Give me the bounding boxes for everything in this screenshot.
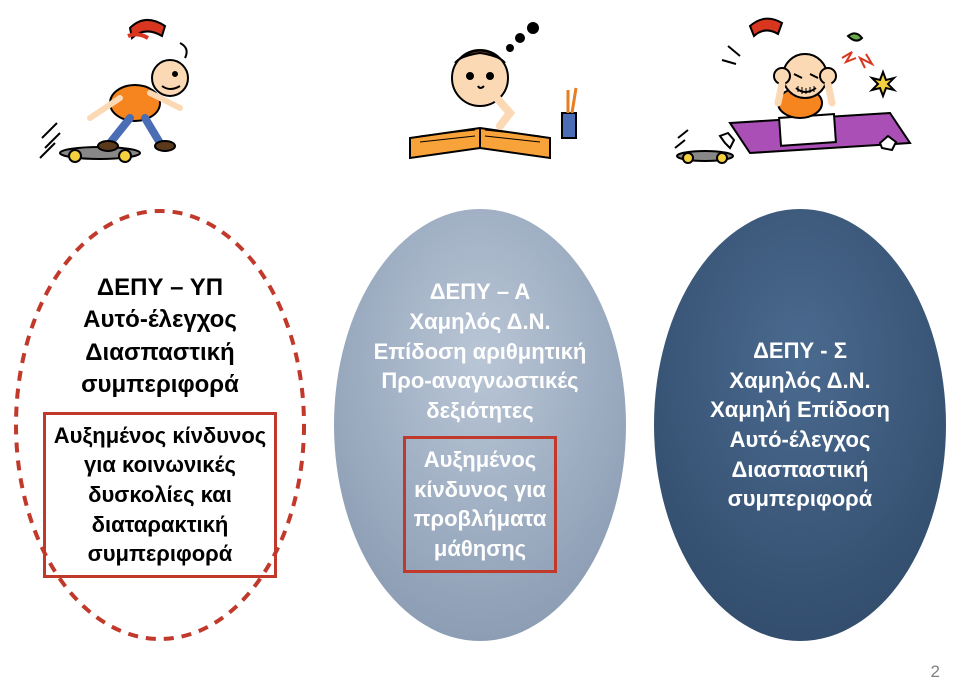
middle-title-line: Προ-αναγνωστικές xyxy=(374,366,587,396)
left-title: ΔΕΠΥ – ΥΠΑυτό-έλεγχοςΔιασπαστικήσυμπεριφ… xyxy=(81,272,239,402)
cartoon-frustrated xyxy=(670,8,930,168)
ellipse-middle: ΔΕΠΥ – ΑΧαμηλός Δ.Ν.Επίδοση αριθμητικήΠρ… xyxy=(330,205,630,645)
right-title-line: συμπεριφορά xyxy=(710,484,890,514)
middle-risk-line: κίνδυνος για xyxy=(414,475,547,505)
cartoon-row xyxy=(0,0,960,175)
right-title-line: ΔΕΠΥ - Σ xyxy=(710,336,890,366)
left-risk-box: Αυξημένος κίνδυνοςγια κοινωνικέςδυσκολίε… xyxy=(43,412,277,578)
ellipses-row: ΔΕΠΥ – ΥΠΑυτό-έλεγχοςΔιασπαστικήσυμπεριφ… xyxy=(0,190,960,660)
left-risk-line: συμπεριφορά xyxy=(54,539,266,569)
cartoon-reader xyxy=(350,8,610,168)
middle-risk-line: προβλήματα xyxy=(414,504,547,534)
middle-title-line: ΔΕΠΥ – Α xyxy=(374,277,587,307)
middle-risk-line: Αυξημένος xyxy=(414,445,547,475)
middle-title-line: Επίδοση αριθμητική xyxy=(374,337,587,367)
right-title-line: Χαμηλή Επίδοση xyxy=(710,395,890,425)
page-number: 2 xyxy=(931,662,940,682)
middle-title: ΔΕΠΥ – ΑΧαμηλός Δ.Ν.Επίδοση αριθμητικήΠρ… xyxy=(374,277,587,425)
left-title-line: συμπεριφορά xyxy=(81,369,239,401)
left-title-line: ΔΕΠΥ – ΥΠ xyxy=(81,272,239,304)
right-title-line: Χαμηλός Δ.Ν. xyxy=(710,366,890,396)
cartoon-skateboard xyxy=(30,8,290,168)
middle-title-line: δεξιότητες xyxy=(374,396,587,426)
left-risk-line: για κοινωνικές xyxy=(54,450,266,480)
middle-risk-box: Αυξημένοςκίνδυνος γιαπροβλήματαμάθησης xyxy=(403,436,558,573)
middle-title-line: Χαμηλός Δ.Ν. xyxy=(374,307,587,337)
left-risk-line: διαταρακτική xyxy=(54,510,266,540)
right-title: ΔΕΠΥ - ΣΧαμηλός Δ.Ν.Χαμηλή ΕπίδοσηΑυτό-έ… xyxy=(710,336,890,514)
ellipse-right: ΔΕΠΥ - ΣΧαμηλός Δ.Ν.Χαμηλή ΕπίδοσηΑυτό-έ… xyxy=(650,205,950,645)
ellipse-left: ΔΕΠΥ – ΥΠΑυτό-έλεγχοςΔιασπαστικήσυμπεριφ… xyxy=(10,205,310,645)
left-title-line: Αυτό-έλεγχος xyxy=(81,304,239,336)
left-risk-line: δυσκολίες και xyxy=(54,480,266,510)
right-title-line: Διασπαστική xyxy=(710,455,890,485)
left-risk-line: Αυξημένος κίνδυνος xyxy=(54,421,266,451)
middle-risk-line: μάθησης xyxy=(414,534,547,564)
left-title-line: Διασπαστική xyxy=(81,337,239,369)
right-title-line: Αυτό-έλεγχος xyxy=(710,425,890,455)
